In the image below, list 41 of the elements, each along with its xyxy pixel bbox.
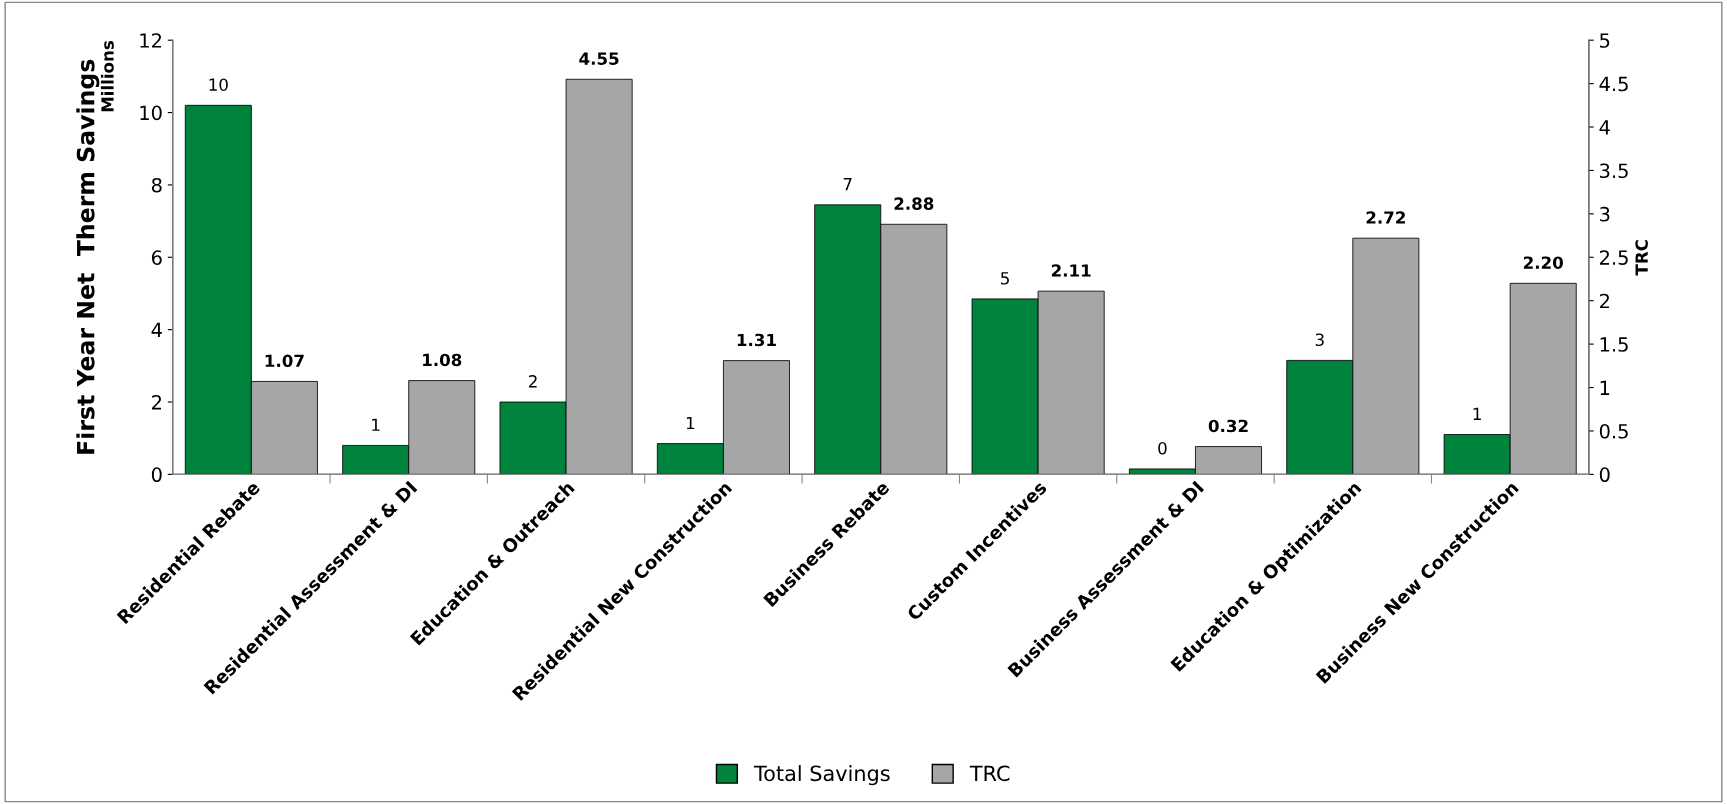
- y-tick-label: 2: [152, 394, 162, 410]
- y2-tick-label: 2.5: [1599, 250, 1628, 265]
- y2-tick-label: 3: [1600, 206, 1610, 222]
- data-label: 10: [209, 78, 228, 91]
- data-label: 1.31: [737, 333, 776, 347]
- text: Millions: [100, 40, 114, 112]
- data-label: 2: [528, 375, 537, 388]
- data-label: 4.55: [579, 52, 619, 65]
- y2-tick-label: 2: [1599, 293, 1609, 309]
- data-label: 2.88: [894, 197, 934, 210]
- y-tick-label: 0: [151, 467, 162, 483]
- y2-tick-label: 0: [1599, 467, 1610, 483]
- data-label: 0: [1158, 441, 1167, 455]
- y2-axis-title: TRC: [1635, 240, 1648, 276]
- y2-tick-label: 1: [1600, 380, 1610, 395]
- data-label: 2.72: [1366, 211, 1405, 224]
- data-label: 3: [1315, 333, 1324, 347]
- y2-tick-label: 0.5: [1599, 423, 1628, 439]
- data-label: 2.11: [1051, 264, 1091, 277]
- data-label: 7: [843, 178, 852, 191]
- y-tick-label: 12: [140, 33, 162, 48]
- y-tick-label: 10: [140, 105, 162, 121]
- y-tick-label: 8: [151, 177, 162, 193]
- y2-tick-label: 4: [1599, 120, 1610, 135]
- data-label: 1.08: [423, 353, 462, 367]
- data-label: 1.07: [265, 354, 304, 368]
- legend-label: Total Savings: [753, 765, 890, 786]
- data-label: 2.20: [1523, 256, 1563, 269]
- y2-tick-label: 4.5: [1599, 76, 1628, 92]
- y-tick-label: 4: [151, 322, 162, 338]
- data-label: 1: [1473, 407, 1481, 420]
- data-label: 1: [686, 416, 695, 430]
- y2-tick-label: 3.5: [1600, 163, 1628, 179]
- legend-label: TRC: [969, 765, 1010, 782]
- data-label: 5: [1001, 272, 1009, 285]
- data-label: 1: [372, 418, 380, 431]
- y2-tick-label: 1.5: [1600, 337, 1628, 352]
- y-tick-label: 6: [151, 250, 162, 265]
- y2-tick-label: 5: [1600, 33, 1610, 48]
- y-axis-title: First Year Net Therm Savings: [76, 59, 100, 454]
- data-label: 0.32: [1208, 419, 1248, 433]
